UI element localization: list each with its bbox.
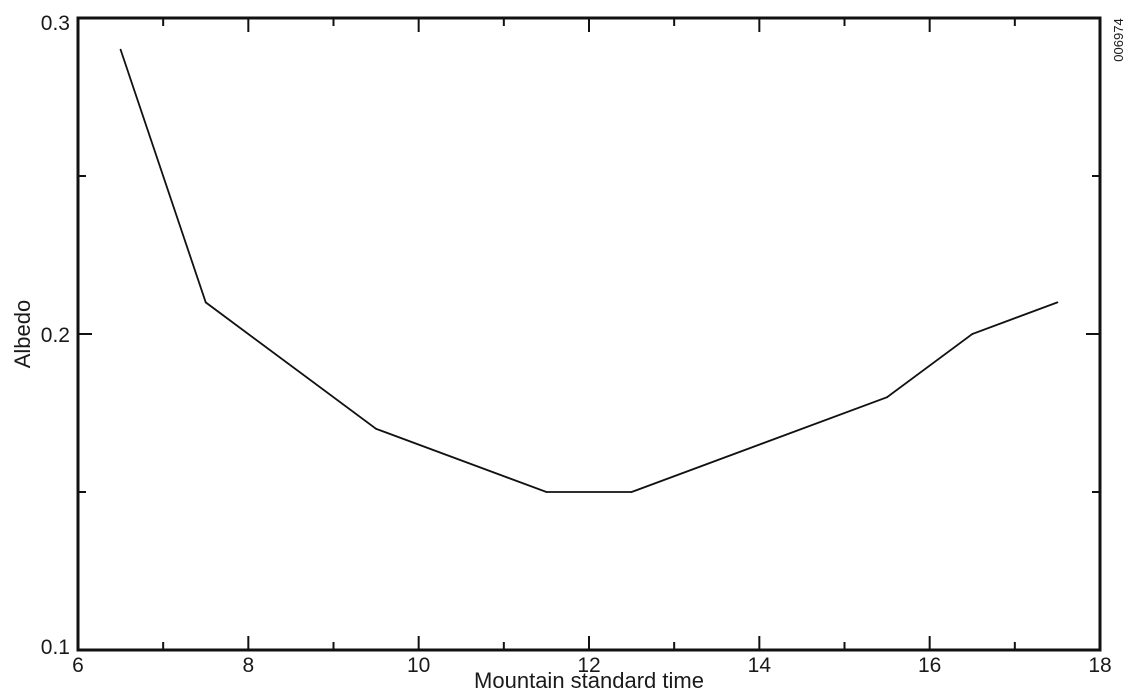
data-series — [119, 48, 1059, 493]
data-point — [119, 48, 122, 51]
x-tick-label: 10 — [407, 654, 430, 677]
y-tick-label: 0.2 — [41, 324, 70, 347]
x-tick-label: 16 — [918, 654, 941, 677]
axis-ticks — [78, 18, 1100, 650]
albedo-line — [119, 49, 1058, 493]
data-point — [886, 396, 888, 399]
data-point — [971, 333, 974, 335]
x-tick-label: 6 — [72, 654, 84, 677]
data-point — [630, 491, 633, 493]
x-tick-label: 14 — [748, 654, 772, 677]
data-point — [204, 301, 207, 304]
y-tick-label: 0.3 — [41, 12, 70, 35]
plot-frame — [76, 16, 1102, 652]
data-point — [1056, 301, 1059, 304]
x-tick-label: 8 — [242, 654, 254, 677]
figure-code: 006974 — [1111, 18, 1126, 61]
x-tick-label: 18 — [1088, 654, 1111, 677]
data-point — [545, 491, 548, 493]
data-point — [375, 427, 377, 430]
x-tick-label: 12 — [577, 654, 600, 677]
tick-labels: 6 8 10 12 14 16 18 0.1 0.2 0.3 — [41, 12, 1112, 677]
y-tick-label: 0.1 — [41, 636, 70, 659]
y-axis-label: Albedo — [10, 300, 35, 369]
x-axis-label: Mountain standard time — [474, 668, 704, 693]
